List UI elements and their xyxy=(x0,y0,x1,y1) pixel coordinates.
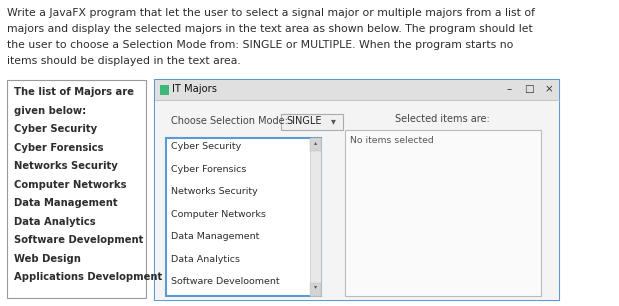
Text: ▾: ▾ xyxy=(314,284,317,289)
Text: the user to choose a Selection Mode from: SINGLE or MULTIPLE. When the program s: the user to choose a Selection Mode from… xyxy=(7,40,514,50)
Text: Cyber Forensics: Cyber Forensics xyxy=(171,165,246,174)
Text: ▴: ▴ xyxy=(314,140,317,145)
Bar xyxy=(7,80,146,298)
Text: IT Majors: IT Majors xyxy=(172,84,217,94)
Text: Computer Networks: Computer Networks xyxy=(171,210,266,219)
Text: Cyber Security: Cyber Security xyxy=(171,142,241,151)
Bar xyxy=(166,138,321,296)
Text: majors and display the selected majors in the text area as shown below. The prog: majors and display the selected majors i… xyxy=(7,24,533,34)
Bar xyxy=(310,138,321,151)
Bar xyxy=(155,80,559,100)
Text: Computer Networks: Computer Networks xyxy=(14,180,126,189)
Text: ▾: ▾ xyxy=(331,116,336,126)
Text: Selected items are:: Selected items are: xyxy=(396,114,490,124)
Bar xyxy=(345,130,541,296)
Bar xyxy=(155,80,559,300)
Text: Applications Development: Applications Development xyxy=(14,272,162,282)
Text: given below:: given below: xyxy=(14,106,86,115)
Text: –: – xyxy=(506,84,511,94)
Text: Choose Selection Mode:: Choose Selection Mode: xyxy=(171,116,288,126)
Text: SINGLE: SINGLE xyxy=(287,116,322,126)
Text: Web Design: Web Design xyxy=(14,253,80,263)
Bar xyxy=(160,85,169,95)
Bar xyxy=(310,283,321,296)
Text: Software Development: Software Development xyxy=(14,235,143,245)
Text: Write a JavaFX program that let the user to select a signal major or multiple ma: Write a JavaFX program that let the user… xyxy=(7,8,535,18)
Text: Data Analytics: Data Analytics xyxy=(14,217,95,226)
Text: Cyber Forensics: Cyber Forensics xyxy=(14,143,103,152)
Text: The list of Majors are: The list of Majors are xyxy=(14,87,134,97)
Text: □: □ xyxy=(524,84,534,94)
Text: Data Management: Data Management xyxy=(171,232,259,241)
Text: Data Analytics: Data Analytics xyxy=(171,255,240,264)
Bar xyxy=(281,114,343,130)
Bar xyxy=(155,100,559,300)
Text: items should be displayed in the text area.: items should be displayed in the text ar… xyxy=(7,56,241,66)
Text: Networks Security: Networks Security xyxy=(171,187,258,196)
Text: Networks Security: Networks Security xyxy=(14,161,118,171)
Text: Software Develooment: Software Develooment xyxy=(171,278,279,286)
Text: Cyber Security: Cyber Security xyxy=(14,124,97,134)
Text: Data Management: Data Management xyxy=(14,198,118,208)
Text: ×: × xyxy=(545,84,553,94)
Text: No items selected: No items selected xyxy=(350,136,434,145)
Bar xyxy=(310,138,321,296)
